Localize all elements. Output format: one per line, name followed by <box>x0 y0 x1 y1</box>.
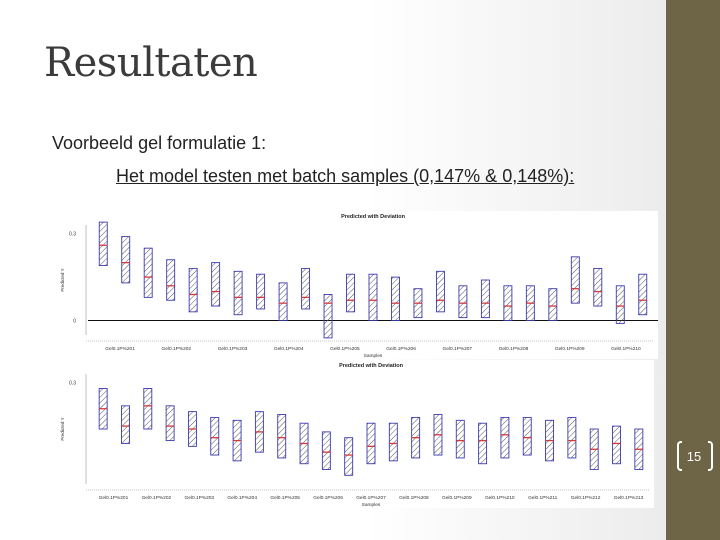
deviation-box <box>121 405 130 444</box>
x-tick-label: Gel0.1P%204 <box>227 495 257 501</box>
deviation-box <box>593 267 603 307</box>
deviation-box <box>344 437 354 476</box>
x-axis-label: Samples <box>364 353 383 359</box>
chart-title: Predicted with Deviation <box>339 363 404 369</box>
deviation-box <box>567 416 577 459</box>
page-title: Resultaten <box>44 40 258 86</box>
x-tick-label: Gel0.1P%202 <box>142 495 172 501</box>
page-number: 15 <box>686 449 702 464</box>
chart-svg-2: Predicted with Deviation Predicted Y 0.3 Ge… <box>60 363 650 508</box>
x-tick-label: Gel0.1P%208 <box>499 346 529 352</box>
x-tick-label: Gel0.1P%204 <box>274 346 304 352</box>
deviation-box <box>435 270 445 313</box>
deviation-box <box>143 247 153 298</box>
deviation-box <box>277 414 287 459</box>
deviation-box <box>570 256 580 304</box>
deviation-box <box>210 416 220 456</box>
deviation-box <box>548 288 558 321</box>
x-tick-label: Gel0.1P%202 <box>161 346 191 352</box>
deviation-box <box>455 419 465 459</box>
deviation-box <box>301 267 311 310</box>
y-axis-label: Predicted Y <box>60 268 65 291</box>
x-tick-label: Gel0.1P%209 <box>442 495 472 501</box>
deviation-box <box>480 279 490 319</box>
y-axis-label: Predicted Y <box>60 417 65 440</box>
x-axis-label: Samples <box>362 502 381 508</box>
deviation-box <box>321 431 331 470</box>
chart-title: Predicted with Deviation <box>341 214 406 220</box>
bracket-left-icon <box>677 441 682 471</box>
chart-svg-1: Predicted with Deviation Predicted Y 0.3 0 G… <box>60 214 658 359</box>
x-tick-label: Gel0.1P%209 <box>555 346 585 352</box>
x-tick-label: Gel0.1P%203 <box>185 495 215 501</box>
description-line: Het model testen met batch samples (0,14… <box>116 166 575 186</box>
deviation-box <box>458 285 468 319</box>
deviation-box <box>121 236 131 284</box>
deviation-box <box>165 405 175 442</box>
x-tick-label: Gel0.1P%211 <box>528 495 558 501</box>
deviation-box <box>211 262 221 307</box>
deviation-box <box>233 270 243 316</box>
deviation-box <box>615 285 625 324</box>
deviation-box <box>366 422 376 465</box>
subtitle-line: Voorbeeld gel formulatie 1: <box>52 133 267 153</box>
x-tick-label: Gel0.1P%208 <box>399 495 429 501</box>
deviation-box <box>368 273 378 321</box>
x-tick-label: Gel0.1P%210 <box>611 346 641 352</box>
x-tick-label: Gel0.1P%207 <box>442 346 472 352</box>
x-tick-label: Gel0.1P%213 <box>614 495 644 501</box>
y-tick-label: 0 <box>73 319 76 325</box>
deviation-box <box>278 282 288 321</box>
x-tick-label: Gel0.1P%212 <box>571 495 601 501</box>
deviation-box <box>323 294 333 339</box>
y-tick-label: 0.3 <box>69 232 76 238</box>
deviation-box <box>478 422 488 465</box>
x-tick-label: Gel0.1P%206 <box>313 495 343 501</box>
deviation-box <box>346 273 355 313</box>
x-tick-label: Gel0.1P%205 <box>330 346 360 352</box>
x-tick-label: Gel0.1P%206 <box>386 346 416 352</box>
x-tick-label: Gel0.1P%207 <box>356 495 386 501</box>
deviation-box <box>612 425 621 465</box>
deviation-box <box>503 285 513 321</box>
deviation-box <box>500 416 510 459</box>
deviation-box <box>638 273 648 316</box>
chart-predicted-deviation-2: Predicted with Deviation Predicted Y 0.3 Ge… <box>52 360 654 508</box>
x-tick-label: Gel0.1P%203 <box>218 346 248 352</box>
deviation-box <box>188 267 198 313</box>
bracket-right-icon <box>708 441 713 471</box>
deviation-box <box>143 388 153 430</box>
x-tick-label: Gel0.1P%205 <box>270 495 300 501</box>
chart-predicted-deviation-1: Predicted with Deviation Predicted Y 0.3 0 G… <box>52 211 658 359</box>
deviation-box <box>98 221 108 266</box>
x-tick-label: Gel0.1P%210 <box>485 495 515 501</box>
deviation-box <box>388 422 398 462</box>
deviation-box <box>391 276 400 321</box>
page-number-badge: 15 <box>674 439 714 475</box>
deviation-box <box>166 259 176 301</box>
y-tick-label: 0.3 <box>69 381 76 387</box>
x-tick-label: Gel0.1P%201 <box>99 495 129 501</box>
deviation-box <box>522 416 532 456</box>
deviation-box <box>256 273 266 310</box>
x-tick-label: Gel0.1P%201 <box>105 346 135 352</box>
